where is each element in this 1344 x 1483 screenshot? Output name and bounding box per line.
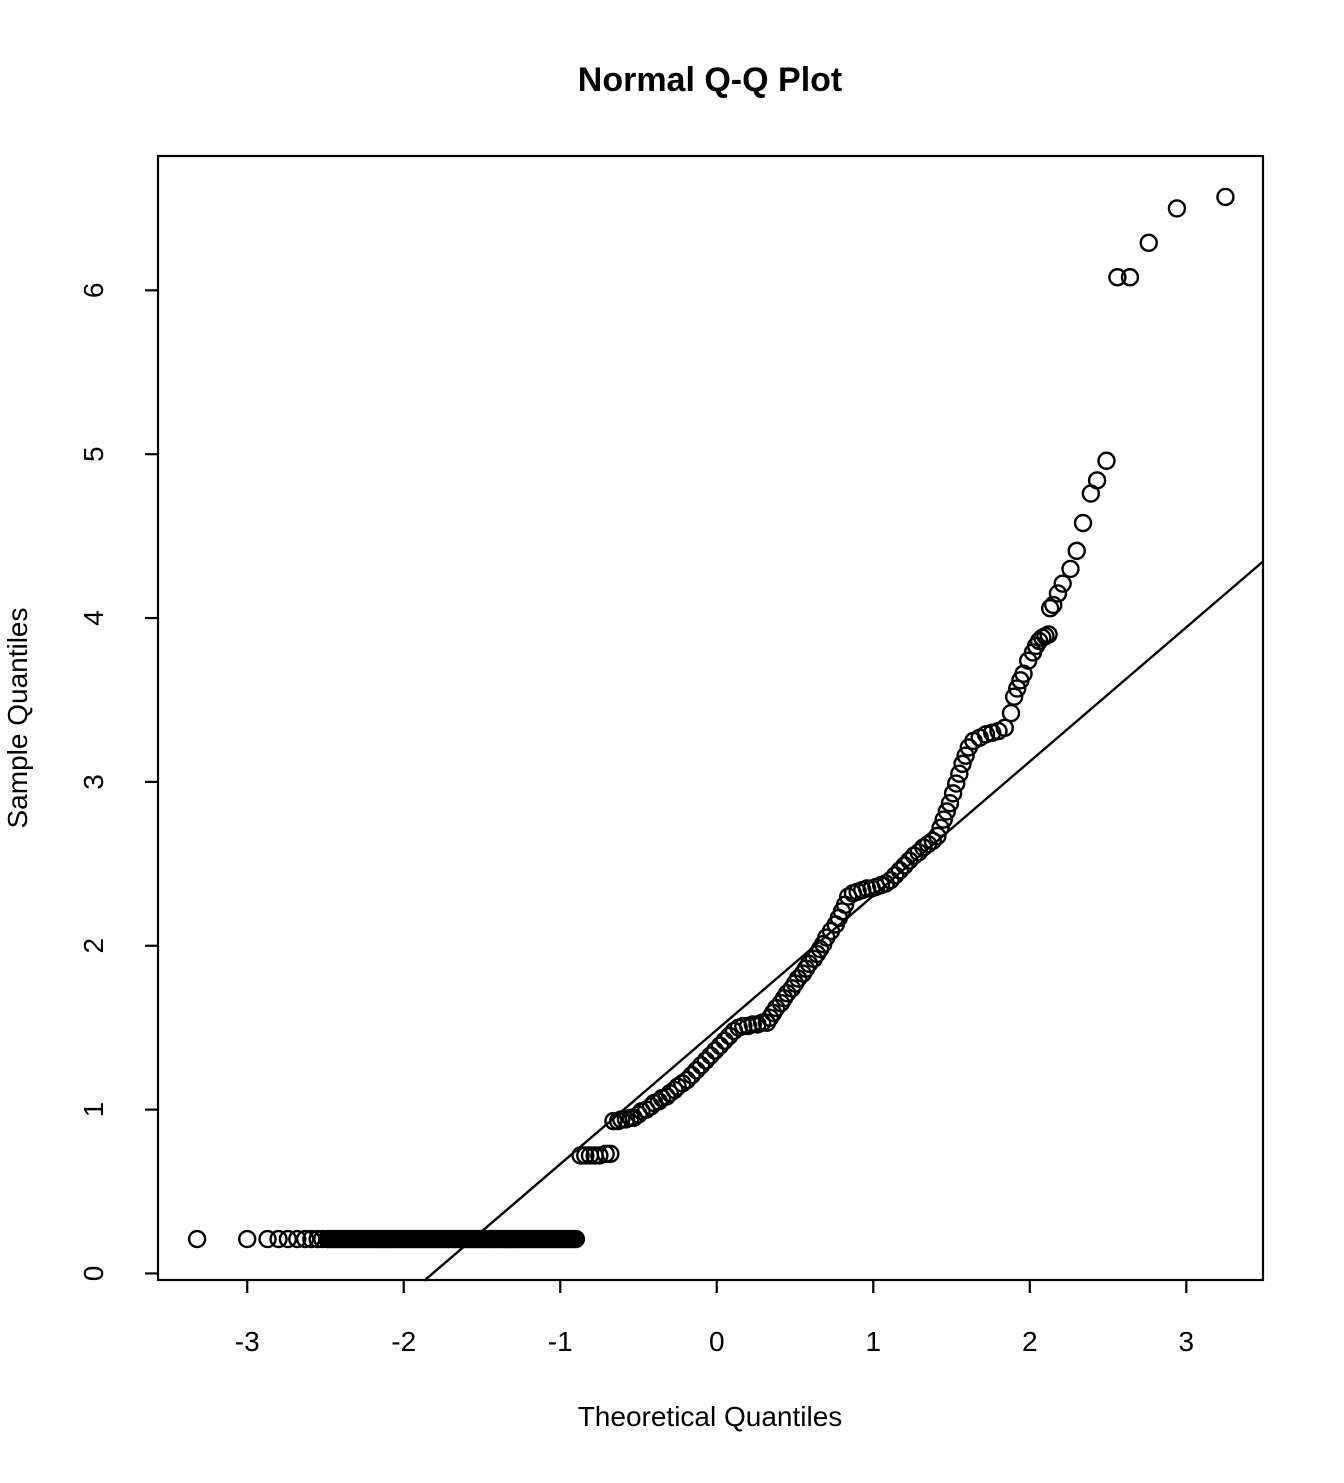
data-point: [950, 764, 969, 783]
data-point: [710, 1036, 730, 1055]
data-point: [1039, 625, 1058, 644]
data-point: [995, 718, 1014, 738]
data-point: [937, 802, 957, 821]
data-point: [928, 826, 947, 846]
x-tick-label: 1: [865, 1326, 881, 1357]
y-tick-label: 1: [78, 1102, 109, 1118]
plot-title: Normal Q-Q Plot: [578, 61, 842, 99]
dense-band-point: [566, 1229, 586, 1249]
data-point: [923, 831, 942, 851]
data-point: [934, 810, 953, 829]
data-point: [940, 794, 960, 813]
data-point: [1087, 471, 1107, 490]
data-point: [895, 856, 914, 875]
data-point: [943, 784, 963, 803]
y-tick-label: 0: [78, 1266, 109, 1282]
data-point: [576, 1146, 595, 1165]
data-point: [890, 861, 910, 880]
data-point: [295, 1229, 315, 1249]
data-point: [687, 1061, 706, 1080]
data-point: [677, 1070, 697, 1090]
data-point: [1044, 595, 1063, 615]
y-tick-label: 3: [78, 774, 109, 790]
data-point: [931, 818, 950, 837]
data-point: [1073, 513, 1093, 533]
x-tick-label: -2: [391, 1326, 416, 1357]
plot-border: [156, 154, 1265, 1282]
y-axis-ticks: 0 1 2 3 4 5 6: [78, 283, 158, 1282]
data-point: [238, 1229, 257, 1249]
data-point: [1048, 584, 1068, 603]
y-tick-label: 5: [78, 446, 109, 462]
data-point: [1120, 268, 1140, 287]
data-point: [302, 1229, 321, 1249]
data-point: [1108, 268, 1127, 287]
data-point: [258, 1229, 277, 1249]
data-point: [953, 754, 972, 774]
y-tick-label: 2: [78, 938, 109, 954]
data-point: [604, 1111, 623, 1131]
data-point: [956, 746, 975, 765]
x-tick-label: -1: [548, 1326, 573, 1357]
data-point: [1061, 559, 1080, 579]
data-point: [705, 1041, 725, 1060]
data-point: [288, 1229, 307, 1249]
x-tick-label: -3: [235, 1326, 260, 1357]
qq-reference-line: [423, 560, 1264, 1282]
x-axis-label: Theoretical Quantiles: [578, 1401, 843, 1432]
data-point: [881, 871, 900, 890]
data-point: [308, 1229, 327, 1249]
data-point: [682, 1065, 701, 1085]
data-point: [715, 1031, 734, 1050]
data-point: [278, 1229, 298, 1249]
data-point: [1097, 451, 1116, 470]
data-point: [1067, 541, 1086, 561]
data-point: [1216, 187, 1235, 207]
data-point: [734, 1016, 753, 1036]
data-point: [691, 1056, 711, 1075]
data-point: [1053, 574, 1072, 593]
data-point: [187, 1229, 207, 1249]
data-point: [668, 1077, 687, 1096]
data-point: [701, 1046, 720, 1065]
data-point: [1139, 233, 1158, 253]
data-point: [1008, 679, 1027, 698]
y-tick-label: 6: [78, 283, 109, 299]
x-tick-label: 2: [1022, 1326, 1038, 1357]
y-tick-label: 4: [78, 610, 109, 626]
x-tick-label: 0: [709, 1326, 725, 1357]
data-point: [1040, 599, 1060, 618]
data-point: [601, 1144, 620, 1164]
data-point: [743, 1015, 762, 1034]
data-point: [596, 1144, 615, 1164]
x-tick-label: 3: [1179, 1326, 1195, 1357]
x-axis-ticks: -3 -2 -1 0 1 2 3: [235, 1280, 1194, 1357]
data-point: [885, 866, 905, 885]
data-point: [1167, 199, 1187, 218]
data-point: [696, 1051, 716, 1070]
data-point: [269, 1229, 288, 1249]
data-point: [313, 1229, 332, 1249]
data-point: [1004, 687, 1024, 706]
y-axis-label: Sample Quantiles: [2, 607, 33, 828]
data-point: [947, 774, 966, 793]
